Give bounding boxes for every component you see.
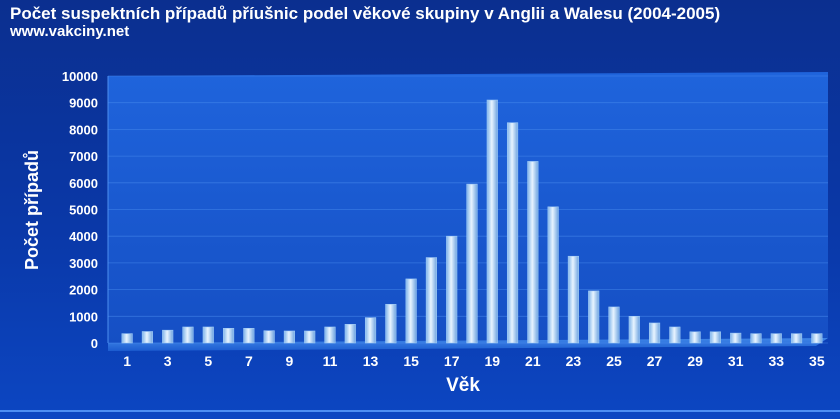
x-tick-label: 13 <box>363 353 379 369</box>
bar-age-22 <box>547 206 559 344</box>
bar-age-29 <box>689 331 701 344</box>
x-tick-label: 15 <box>403 353 419 369</box>
x-tick-label: 5 <box>204 353 212 369</box>
y-axis-label: Počet případů <box>22 150 42 270</box>
bar-age-14 <box>385 303 397 344</box>
bar-age-33 <box>770 333 782 344</box>
x-tick-label: 17 <box>444 353 460 369</box>
x-tick-label: 25 <box>606 353 622 369</box>
bar-age-19 <box>486 99 498 344</box>
plot-floor <box>108 338 828 351</box>
x-tick-label: 9 <box>286 353 294 369</box>
y-tick-label: 7000 <box>69 149 98 164</box>
y-tick-label: 9000 <box>69 96 98 111</box>
bottom-divider <box>0 410 840 412</box>
y-tick-label: 2000 <box>69 283 98 298</box>
bar-age-2 <box>141 331 153 344</box>
bar-age-7 <box>243 328 255 344</box>
bar-age-5 <box>202 326 214 344</box>
y-tick-label: 4000 <box>69 229 98 244</box>
x-tick-label: 11 <box>323 353 338 369</box>
bar-age-18 <box>466 183 478 344</box>
bar-age-4 <box>182 326 194 344</box>
x-tick-label: 23 <box>566 353 582 369</box>
bar-age-13 <box>364 317 377 344</box>
bar-age-27 <box>648 322 661 344</box>
bar-age-21 <box>527 161 539 344</box>
x-tick-label: 29 <box>687 353 703 369</box>
x-tick-label: 31 <box>728 353 744 369</box>
x-axis-label: Věk <box>446 375 480 396</box>
y-tick-label: 0 <box>91 336 98 351</box>
x-tick-label: 3 <box>164 353 172 369</box>
bar-age-3 <box>162 329 174 344</box>
bar-age-10 <box>304 330 316 344</box>
bar-age-31 <box>730 332 742 344</box>
x-tick-label: 21 <box>525 353 541 369</box>
bar-age-6 <box>222 328 235 344</box>
bars <box>121 99 823 344</box>
bar-age-34 <box>790 333 803 344</box>
y-tick-label: 6000 <box>69 176 98 191</box>
x-tick-label: 19 <box>484 353 500 369</box>
y-tick-label: 10000 <box>62 69 98 84</box>
chart-title: Počet suspektních případů příušnic podel… <box>10 4 721 23</box>
bar-age-28 <box>669 326 681 344</box>
bar-age-35 <box>811 333 823 344</box>
bar-age-17 <box>446 235 458 344</box>
bar-age-23 <box>567 255 579 344</box>
x-tick-label: 35 <box>809 353 825 369</box>
chart-subtitle: www.vakciny.net <box>10 23 130 40</box>
x-tick-labels: 1 3 5 7 9 11 13 15 17 19 21 23 25 27 29 31 33 35 <box>123 353 825 369</box>
bar-age-12 <box>344 324 356 344</box>
bar-age-1 <box>121 333 133 344</box>
y-tick-label: 5000 <box>69 203 98 218</box>
title-block: Počet suspektních případů příušnic podel… <box>10 4 720 41</box>
y-tick-labels: 0 1000 2000 3000 4000 5000 6000 7000 8000 9000 100… <box>62 69 98 351</box>
bar-age-8 <box>263 330 275 344</box>
bar-age-20 <box>506 122 519 344</box>
bar-age-24 <box>588 290 600 344</box>
bar-age-15 <box>405 278 417 344</box>
x-tick-label: 7 <box>245 353 253 369</box>
x-tick-label: 27 <box>647 353 663 369</box>
bar-age-32 <box>750 333 762 344</box>
x-tick-label: 1 <box>123 353 131 369</box>
bar-age-11 <box>324 326 336 344</box>
bar-age-16 <box>425 257 437 344</box>
bar-age-30 <box>709 331 721 344</box>
y-tick-label: 1000 <box>69 309 98 324</box>
y-tick-label: 8000 <box>69 122 98 137</box>
bar-age-9 <box>283 330 295 344</box>
bar-age-25 <box>608 306 620 344</box>
x-tick-label: 33 <box>768 353 784 369</box>
y-tick-label: 3000 <box>69 256 98 271</box>
bar-age-26 <box>628 315 640 344</box>
